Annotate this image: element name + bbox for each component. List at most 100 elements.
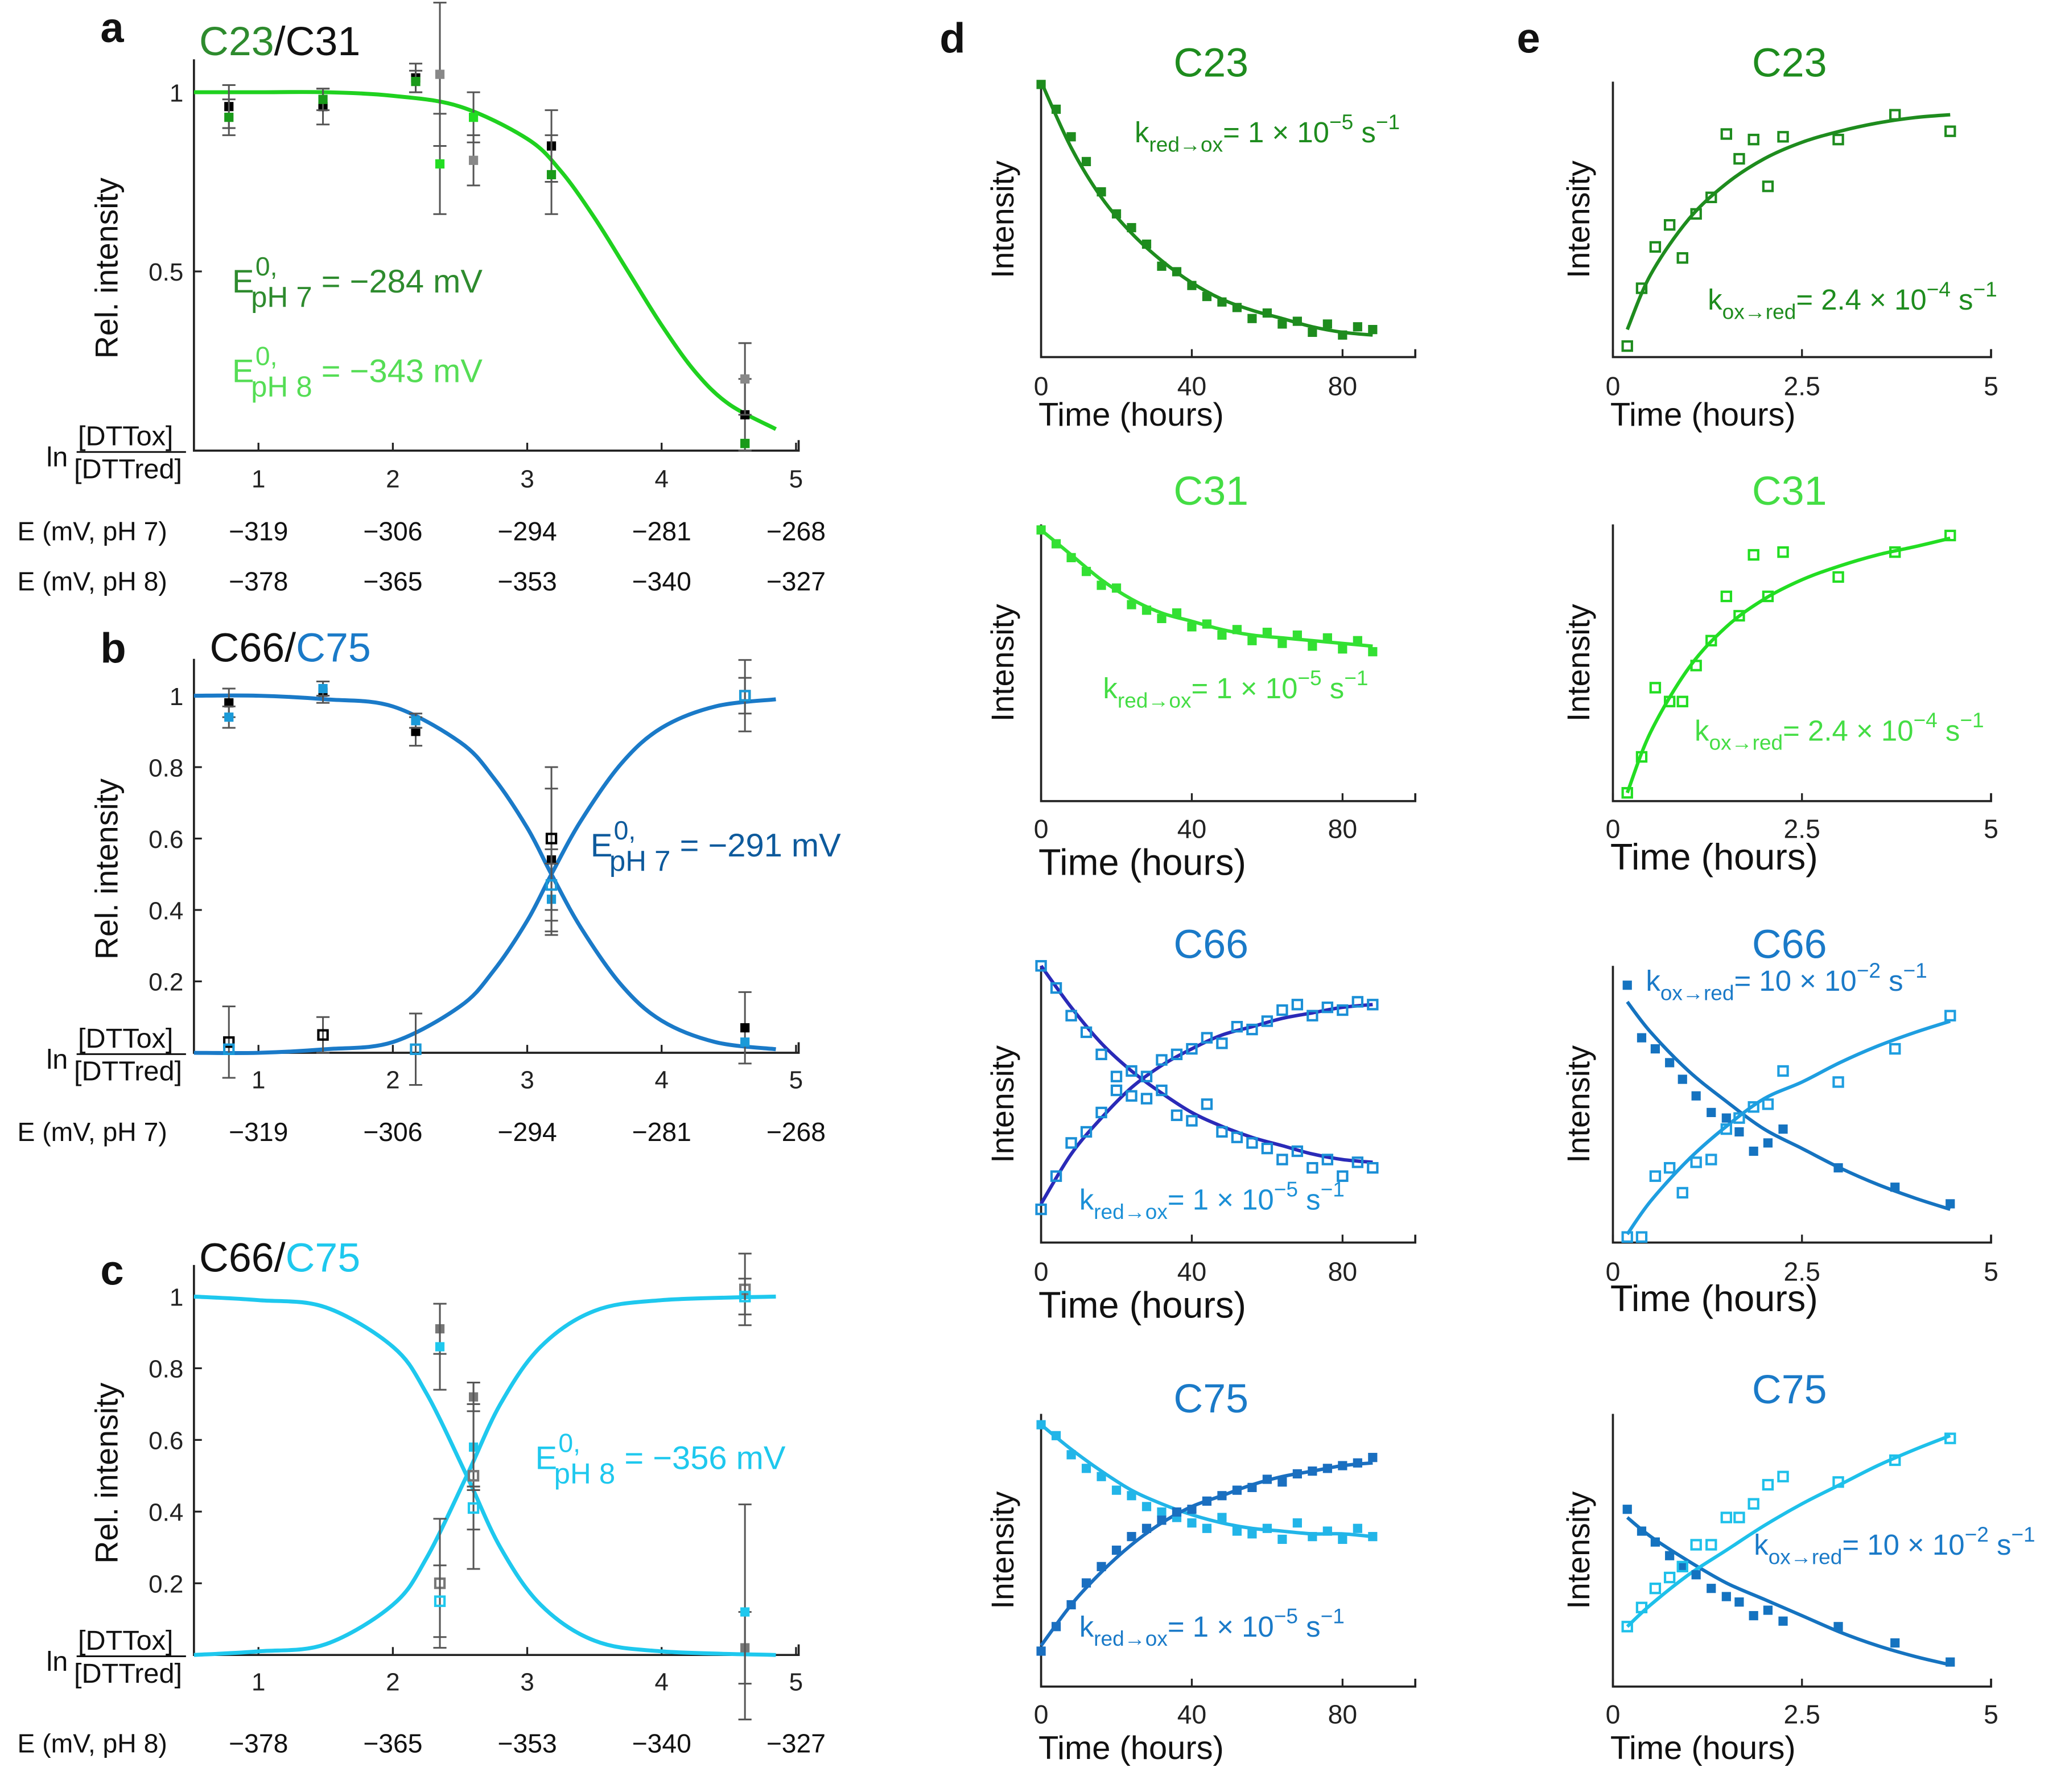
error-bar bbox=[738, 1278, 752, 1316]
data-point bbox=[1201, 1098, 1213, 1110]
data-point bbox=[1050, 982, 1062, 994]
axes bbox=[1611, 966, 1992, 1244]
label-part: k bbox=[1103, 672, 1118, 705]
potential-axis-label: E (mV, pH 8) bbox=[17, 566, 167, 596]
x-tick-label: 0 bbox=[1034, 372, 1049, 401]
chart-title: C23/C31 bbox=[199, 19, 360, 64]
data-point bbox=[1889, 546, 1901, 558]
data-point bbox=[1946, 1199, 1955, 1209]
data-point bbox=[1749, 1146, 1758, 1156]
y-axis-label: Intensity bbox=[985, 1045, 1020, 1163]
data-point bbox=[1246, 1137, 1258, 1149]
data-point bbox=[1080, 1026, 1093, 1039]
data-point bbox=[739, 1291, 751, 1303]
rate-constant-annotation: kox→red= 2.4 × 10−4 s−1 bbox=[1695, 708, 1984, 754]
axes bbox=[1611, 524, 1992, 802]
y-axis-label: Intensity bbox=[1561, 1491, 1596, 1609]
midpoint-potential-annotation: E 0, pH 8 = −356 mV bbox=[535, 1428, 785, 1490]
data-point bbox=[1081, 1578, 1091, 1588]
data-point bbox=[1170, 1109, 1183, 1121]
x-label-numerator: [DTTox] bbox=[78, 421, 173, 452]
potential-axis-label: E (mV, pH 7) bbox=[17, 516, 167, 546]
chart-title: C75 bbox=[1752, 1367, 1827, 1412]
x-tick-label: 40 bbox=[1177, 814, 1207, 844]
data-point bbox=[223, 1043, 235, 1055]
data-point bbox=[1777, 1065, 1789, 1077]
label-part: = −291 mV bbox=[671, 827, 842, 864]
label-part: −1 bbox=[1960, 708, 1984, 732]
data-point bbox=[318, 683, 328, 694]
label-part: C66/ bbox=[210, 625, 296, 670]
data-point bbox=[1141, 1502, 1152, 1511]
label-part: pH 8 bbox=[554, 1457, 616, 1490]
data-point bbox=[224, 712, 234, 722]
data-point bbox=[1650, 1537, 1660, 1547]
data-point bbox=[411, 716, 421, 726]
data-point bbox=[1095, 1106, 1107, 1119]
data-point bbox=[1663, 1571, 1676, 1584]
y-tick-label: 1 bbox=[170, 1284, 183, 1312]
data-point bbox=[1637, 1033, 1647, 1043]
potential-tick-label: −365 bbox=[363, 1729, 422, 1758]
potential-tick-label: −340 bbox=[632, 566, 691, 596]
fit-curve bbox=[193, 90, 777, 431]
data-point bbox=[1833, 1622, 1843, 1632]
data-point bbox=[1705, 1539, 1717, 1551]
label-part: k bbox=[1079, 1184, 1094, 1216]
data-point bbox=[1763, 1605, 1773, 1615]
potential-tick-label: −378 bbox=[229, 566, 288, 596]
data-point bbox=[1649, 1170, 1662, 1182]
label-part: 0, bbox=[558, 1428, 580, 1458]
data-point bbox=[1231, 1131, 1243, 1143]
data-point bbox=[1678, 1562, 1687, 1571]
data-point bbox=[1202, 1496, 1212, 1506]
label-part: E bbox=[535, 1440, 557, 1477]
data-point bbox=[1306, 1010, 1318, 1021]
label-part: = 2.4 × 10 bbox=[1783, 714, 1913, 747]
y-axis-label: Intensity bbox=[1561, 160, 1596, 278]
x-tick-label: 3 bbox=[520, 1066, 534, 1094]
data-point bbox=[546, 170, 557, 180]
data-point bbox=[1111, 583, 1122, 593]
rate-constant-annotation: kred→ox= 1 × 10−5 s−1 bbox=[1079, 1177, 1345, 1223]
midpoint-potential-annotation: E 0, pH 8 = −343 mV bbox=[232, 341, 483, 403]
data-point bbox=[1635, 282, 1648, 294]
y-tick-label: 0.6 bbox=[149, 1427, 183, 1455]
label-part: ox→red bbox=[1660, 981, 1734, 1004]
midpoint-potential-annotation: E 0, pH 7 = −284 mV bbox=[232, 252, 483, 314]
data-point bbox=[1747, 549, 1759, 561]
potential-tick-label: −378 bbox=[229, 1729, 288, 1758]
label-part: 0, bbox=[614, 815, 636, 845]
data-point bbox=[317, 1029, 329, 1041]
label-part: ox→red bbox=[1709, 730, 1783, 754]
data-point bbox=[1778, 1616, 1788, 1626]
x-tick-label: 40 bbox=[1177, 1257, 1207, 1287]
fit-curve bbox=[1040, 1423, 1373, 1539]
data-point bbox=[1368, 1453, 1378, 1463]
potential-tick-label: −268 bbox=[766, 1117, 826, 1147]
data-point bbox=[1201, 1032, 1213, 1044]
error-bar bbox=[222, 1005, 236, 1079]
label-part: pH 7 bbox=[609, 845, 671, 878]
panel-e-c66-chart: 0 2.5 5 C66 Time (hours) Intensity kox→red= 10… bbox=[1561, 921, 1998, 1319]
x-tick-label: 5 bbox=[789, 1066, 803, 1094]
label-part: = −343 mV bbox=[312, 353, 483, 389]
axes bbox=[1040, 1414, 1417, 1688]
data-point bbox=[1247, 1529, 1257, 1539]
axes bbox=[192, 658, 800, 1054]
data-point bbox=[468, 155, 479, 165]
y-axis-label: Intensity bbox=[985, 160, 1020, 278]
data-point bbox=[1944, 529, 1956, 542]
fit-curve bbox=[1625, 113, 1951, 331]
data-point bbox=[1111, 1485, 1122, 1495]
data-point bbox=[1663, 695, 1676, 707]
data-point bbox=[1322, 633, 1332, 643]
data-point bbox=[435, 1342, 445, 1352]
data-point bbox=[1276, 1154, 1288, 1165]
data-point bbox=[434, 1595, 446, 1607]
data-point bbox=[1663, 1161, 1676, 1174]
data-point bbox=[468, 113, 479, 122]
panel-a-chart: C23/C31 Rel. intensity 1 2 3 4 5 0.5 1 ln [DTTox][… bbox=[17, 2, 826, 596]
rate-constant-annotation: kred→ox= 1 × 10−5 s−1 bbox=[1079, 1604, 1345, 1650]
data-point bbox=[1635, 751, 1648, 763]
